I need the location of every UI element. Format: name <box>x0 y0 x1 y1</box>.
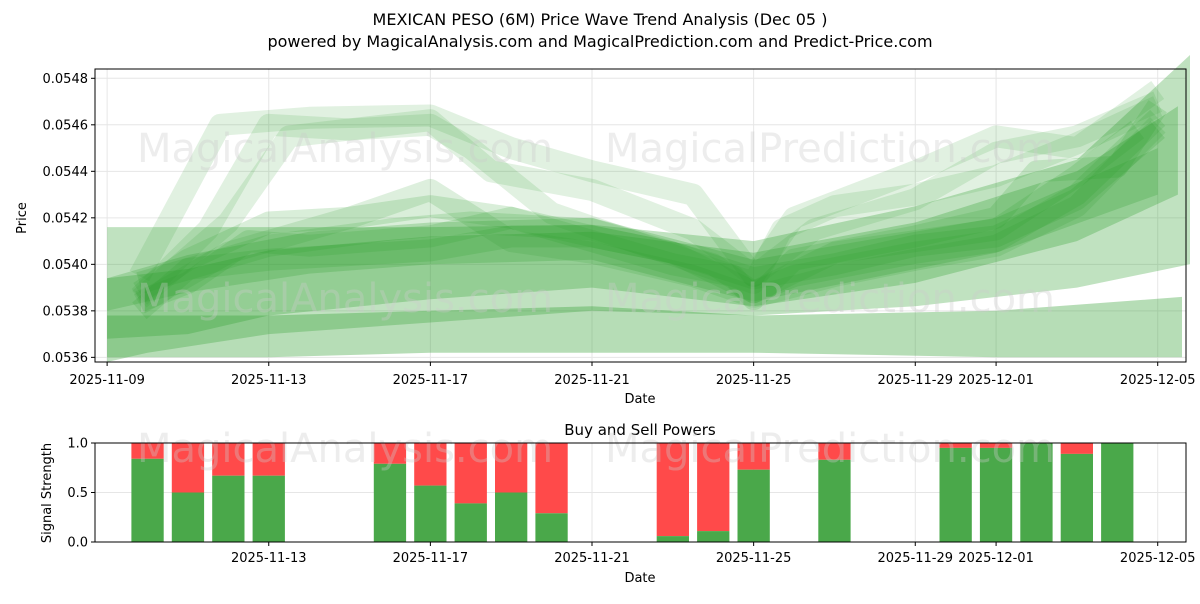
price-path-6 <box>133 117 1166 314</box>
price-y-tick-label: 0.0538 <box>43 304 89 319</box>
price-path-3 <box>133 120 1145 304</box>
powers-x-tick-label: 2025-12-05 <box>1120 551 1196 566</box>
buy-bar <box>373 463 407 542</box>
watermark-prediction-top-1: MagicalPrediction.com <box>605 126 1055 172</box>
buy-bar <box>454 503 487 542</box>
price-x-tick-label: 2025-11-29 <box>877 373 953 388</box>
price-x-tick-label: 2025-11-17 <box>393 373 469 388</box>
price-plot-background <box>95 69 1186 362</box>
price-wave-2 <box>107 296 1183 358</box>
buy-bar <box>818 459 851 542</box>
sell-bar <box>979 443 1013 448</box>
price-x-axis: 2025-11-09 2025-11-13 2025-11-17 2025-11-21… <box>69 362 1195 388</box>
sell-bar <box>495 443 528 493</box>
powers-y-tick-label: 0.0 <box>67 536 88 551</box>
sell-bar <box>656 443 689 537</box>
price-wave-bands <box>107 55 1191 362</box>
price-path-8 <box>136 121 1165 294</box>
sell-bar <box>1060 443 1093 454</box>
price-y-tick-label: 0.0540 <box>43 258 89 273</box>
price-path-7 <box>131 96 1163 305</box>
price-wave-3 <box>107 106 1178 339</box>
powers-x-tick-label: 2025-11-17 <box>393 551 469 566</box>
price-plot-frame <box>94 68 1187 363</box>
powers-y-tick-label: 0.5 <box>67 486 88 501</box>
sell-bar <box>414 443 447 486</box>
powers-title: Buy and Sell Powers <box>564 421 716 439</box>
powers-x-tick-label: 2025-11-21 <box>554 551 630 566</box>
buy-bar <box>1060 453 1093 542</box>
price-x-tick-label: 2025-12-01 <box>958 373 1034 388</box>
sell-bar <box>737 443 770 470</box>
price-y-tick-label: 0.0542 <box>43 211 89 226</box>
buy-bar <box>656 536 689 542</box>
buy-bar <box>171 492 205 542</box>
price-wave-1 <box>107 55 1191 362</box>
sell-bar <box>171 443 205 493</box>
price-x-tick-label: 2025-11-09 <box>69 373 145 388</box>
powers-y-tick-label: 1.0 <box>67 437 88 452</box>
sell-bar <box>697 443 730 532</box>
buy-bar <box>414 485 447 542</box>
price-grid <box>95 69 1186 362</box>
sell-bar <box>252 443 285 476</box>
price-y-tick-label: 0.0548 <box>43 72 89 87</box>
sell-bar <box>131 443 164 459</box>
price-x-tick-label: 2025-11-25 <box>716 373 792 388</box>
buy-bar <box>1101 443 1134 542</box>
price-path-2 <box>132 80 1165 308</box>
powers-x-tick-label: 2025-11-29 <box>877 551 953 566</box>
sell-bar <box>373 443 407 464</box>
powers-x-axis: 2025-11-13 2025-11-17 2025-11-21 2025-11-25… <box>231 542 1196 566</box>
chart-subtitle: powered by MagicalAnalysis.com and Magic… <box>267 32 932 51</box>
buy-bar <box>252 475 285 542</box>
buy-bar <box>737 469 770 542</box>
price-path-5 <box>132 109 1166 320</box>
powers-bars <box>131 443 1134 542</box>
price-path-1 <box>129 91 1163 287</box>
price-y-label: Price <box>15 202 30 234</box>
price-y-tick-label: 0.0546 <box>43 118 89 133</box>
buy-bar <box>979 447 1013 542</box>
buy-bar <box>1020 443 1053 542</box>
sell-bar <box>939 443 972 448</box>
sell-bar <box>818 443 851 460</box>
price-wave-paths <box>129 80 1167 320</box>
buy-bar <box>535 513 568 542</box>
buy-bar <box>939 447 972 542</box>
chart-title: MEXICAN PESO (6M) Price Wave Trend Analy… <box>373 10 828 29</box>
sell-bar <box>454 443 487 504</box>
buy-bar <box>131 458 164 542</box>
powers-x-tick-label: 2025-11-13 <box>231 551 307 566</box>
buy-bar <box>212 475 245 542</box>
price-panel: MagicalAnalysis.com MagicalPrediction.co… <box>15 55 1195 407</box>
powers-panel: Buy and Sell Powers MagicalAnalysis.com … <box>40 421 1195 586</box>
price-y-axis: 0.0536 0.0538 0.0540 0.0542 0.0544 0.0546 0.05… <box>43 72 95 366</box>
powers-y-label: Signal Strength <box>40 443 55 543</box>
price-y-tick-label: 0.0544 <box>43 165 89 180</box>
watermark-analysis-bottom: MagicalAnalysis.com <box>137 426 553 472</box>
powers-x-tick-label: 2025-11-25 <box>716 551 792 566</box>
price-x-label: Date <box>624 392 655 407</box>
powers-x-label: Date <box>624 571 655 586</box>
price-wave-4 <box>107 148 1158 311</box>
price-x-tick-label: 2025-12-05 <box>1120 373 1196 388</box>
watermark-prediction-bottom: MagicalPrediction.com <box>605 426 1055 472</box>
powers-y-axis: 0.0 0.5 1.0 <box>67 437 95 551</box>
buy-bar <box>495 492 528 542</box>
price-x-tick-label: 2025-11-13 <box>231 373 307 388</box>
watermark-prediction-top-2: MagicalPrediction.com <box>605 276 1055 322</box>
price-x-tick-label: 2025-11-21 <box>554 373 630 388</box>
watermark-analysis-top-2: MagicalAnalysis.com <box>137 276 553 322</box>
buy-bar <box>697 531 730 542</box>
watermark-analysis-top-1: MagicalAnalysis.com <box>137 126 553 172</box>
sell-bar <box>535 443 568 514</box>
powers-x-tick-label: 2025-12-01 <box>958 551 1034 566</box>
price-path-4 <box>135 100 1167 312</box>
price-y-tick-label: 0.0536 <box>43 351 89 366</box>
sell-bar <box>212 443 245 476</box>
